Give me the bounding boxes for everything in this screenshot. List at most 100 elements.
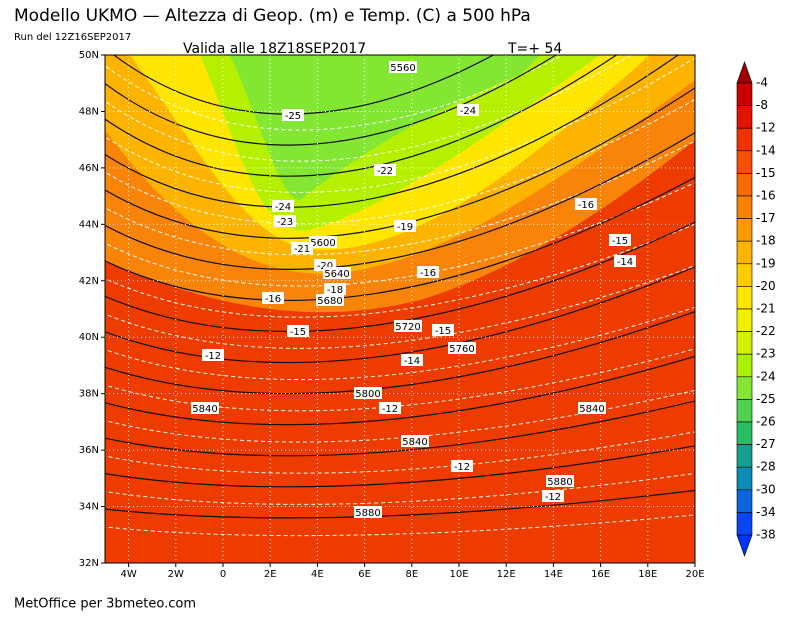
colorbar-label: -4 — [756, 76, 768, 90]
height-contour — [112, 55, 495, 115]
lon-label: 8E — [405, 569, 418, 580]
colorbar-box — [736, 353, 753, 378]
lon-label: 2W — [168, 569, 184, 580]
temp-contour — [105, 98, 695, 225]
temp-contour — [105, 182, 695, 287]
label-box — [323, 267, 351, 279]
map-field — [105, 55, 695, 563]
lon-label: 4W — [120, 569, 136, 580]
contour-label: 5840 — [579, 404, 604, 415]
label-box — [609, 234, 631, 246]
lon-label: 0 — [220, 569, 226, 580]
colorbar-box — [736, 376, 753, 400]
lat-label: 38N — [79, 389, 99, 400]
colorbar-box — [736, 489, 753, 513]
colorbar-label: -22 — [756, 324, 776, 338]
label-box — [575, 198, 597, 210]
colorbar: -4 -8 -12 -14 -15 -16 -17 -18 -19 -20 -21 -22 -23 -24… — [736, 61, 776, 557]
footer: MetOffice per 3bmeteo.com — [14, 597, 196, 612]
temp-contour — [105, 223, 695, 318]
contour-label: -12 — [382, 404, 398, 415]
colorbar-box — [736, 218, 753, 242]
colorbar-label: -23 — [756, 347, 776, 361]
contour-label: 5880 — [355, 508, 380, 519]
temp-contour — [105, 306, 695, 381]
contour-label: 5600 — [310, 238, 335, 249]
label-box — [202, 349, 224, 361]
colorbar-label: -14 — [756, 143, 776, 157]
label-box — [432, 324, 454, 336]
contour-label: 5640 — [324, 269, 349, 280]
label-box — [389, 61, 417, 73]
colorbar-box — [736, 399, 753, 423]
label-box — [316, 294, 344, 306]
contour-label: -18 — [327, 285, 343, 296]
label-box — [614, 255, 636, 267]
colorbar-arrow — [736, 61, 753, 84]
contour-label: -22 — [377, 166, 393, 177]
label-box — [401, 354, 423, 366]
colorbar-label: -15 — [756, 166, 776, 180]
label-box — [354, 387, 382, 399]
label-box — [417, 266, 439, 278]
label-box — [262, 292, 284, 304]
colorbar-label: -8 — [756, 98, 768, 112]
contour-label: -25 — [285, 111, 301, 122]
temp-contour — [105, 348, 695, 412]
colorbar-label: -24 — [756, 369, 776, 383]
colorbar-label: -18 — [756, 234, 776, 248]
colorbar-arrow — [736, 534, 753, 557]
colorbar-box — [736, 195, 753, 219]
label-box — [324, 283, 346, 295]
colorbar-box — [736, 127, 753, 152]
colorbar-label: -38 — [756, 528, 776, 542]
temp-contour — [105, 55, 565, 131]
contour-label: -15 — [435, 326, 451, 337]
title: Modello UKMO — Altezza di Geop. (m) e Te… — [14, 6, 531, 26]
contour-label: -16 — [265, 294, 281, 305]
label-box — [309, 236, 337, 248]
valid: Valida alle 18Z18SEP2017 — [183, 41, 366, 57]
label-box — [287, 325, 309, 337]
contour-label: -24 — [275, 202, 291, 213]
lon-label: 16E — [591, 569, 610, 580]
contour-label: -16 — [420, 268, 436, 279]
height-contour — [105, 355, 695, 426]
height-contour — [105, 55, 557, 146]
colorbar-box — [736, 466, 753, 491]
temp-contour — [105, 140, 695, 256]
lat-label: 46N — [79, 163, 99, 174]
lat-label: 40N — [79, 332, 99, 343]
colorbar-box — [736, 421, 753, 445]
label-box — [451, 460, 473, 472]
lat-label: 44N — [79, 219, 99, 230]
lat-label: 48N — [79, 106, 99, 117]
step: T=+ 54 — [507, 41, 562, 57]
contour-label: -16 — [578, 200, 594, 211]
contour-label: -21 — [294, 244, 310, 255]
colorbar-label: -12 — [756, 121, 776, 135]
label-box — [394, 320, 422, 332]
label-box — [448, 342, 476, 354]
label-box — [374, 164, 396, 176]
lon-label: 20E — [685, 569, 704, 580]
label-box — [379, 402, 401, 414]
contour-label: -19 — [397, 222, 413, 233]
temp-contour — [105, 472, 695, 505]
label-box — [394, 220, 416, 232]
lat-label: 36N — [79, 445, 99, 456]
colorbar-box — [736, 308, 753, 332]
field-green — [230, 55, 540, 200]
colorbar-label: -30 — [756, 482, 776, 496]
temp-contour — [105, 514, 695, 537]
height-contour — [105, 221, 695, 333]
lat-label: 42N — [79, 276, 99, 287]
contour-label: -12 — [205, 351, 221, 362]
colorbar-label: -21 — [756, 302, 776, 316]
label-box — [578, 402, 606, 414]
colorbar-box — [736, 286, 753, 310]
contour-label: -23 — [277, 217, 293, 228]
label-box — [542, 490, 564, 502]
height-contour — [105, 400, 695, 457]
contour-label: -14 — [617, 257, 633, 268]
